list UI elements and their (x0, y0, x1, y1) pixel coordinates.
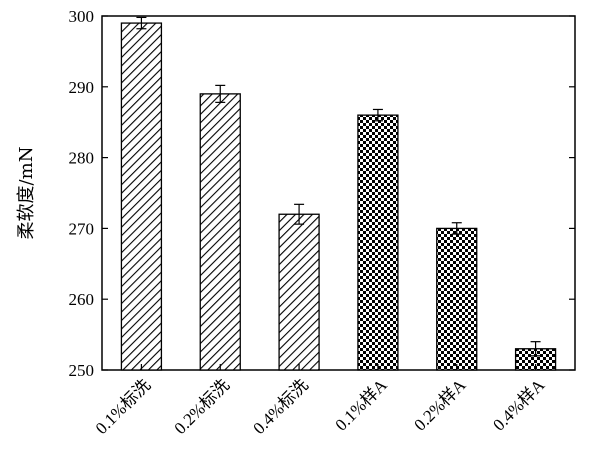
y-tick-label: 290 (69, 78, 95, 97)
plot-frame (101, 15, 576, 371)
bars (120, 16, 557, 371)
y-tick-label: 280 (69, 149, 95, 168)
y-tick-label: 250 (69, 361, 95, 380)
x-tick-label: 0.1%标洗 (92, 375, 155, 438)
x-tick-label: 0.4%样A (489, 375, 549, 435)
bar (278, 213, 320, 371)
y-axis-title: 柔软度/mN (16, 147, 37, 240)
y-tick-label: 270 (69, 219, 95, 238)
bar (357, 114, 399, 371)
x-tick-label: 0.2%标洗 (171, 375, 234, 438)
y-tick-label: 260 (69, 290, 95, 309)
y-axis: 250 260 270 280 290 300 (69, 7, 575, 380)
x-tick-label: 0.1%样A (332, 375, 392, 435)
y-tick-label: 300 (69, 7, 95, 26)
bar (120, 22, 163, 371)
bar (199, 93, 241, 371)
x-tick-label: 0.2%样A (410, 375, 470, 435)
bar (436, 227, 478, 371)
x-tick-label: 0.4%标洗 (249, 375, 312, 438)
x-axis: 0.1%标洗 0.2%标洗 0.4%标洗 0.1%样A 0.2%样A 0.4%样A (92, 364, 549, 438)
